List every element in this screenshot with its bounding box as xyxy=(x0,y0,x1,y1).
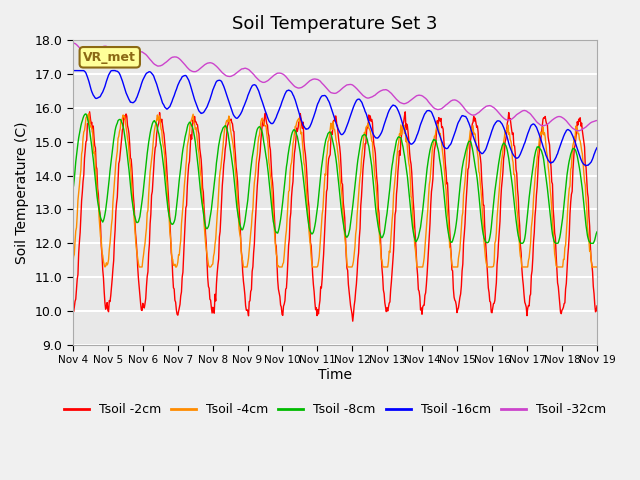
Title: Soil Temperature Set 3: Soil Temperature Set 3 xyxy=(232,15,438,33)
Legend: Tsoil -2cm, Tsoil -4cm, Tsoil -8cm, Tsoil -16cm, Tsoil -32cm: Tsoil -2cm, Tsoil -4cm, Tsoil -8cm, Tsoi… xyxy=(59,398,611,421)
Text: VR_met: VR_met xyxy=(83,51,136,64)
X-axis label: Time: Time xyxy=(318,368,352,382)
Y-axis label: Soil Temperature (C): Soil Temperature (C) xyxy=(15,121,29,264)
